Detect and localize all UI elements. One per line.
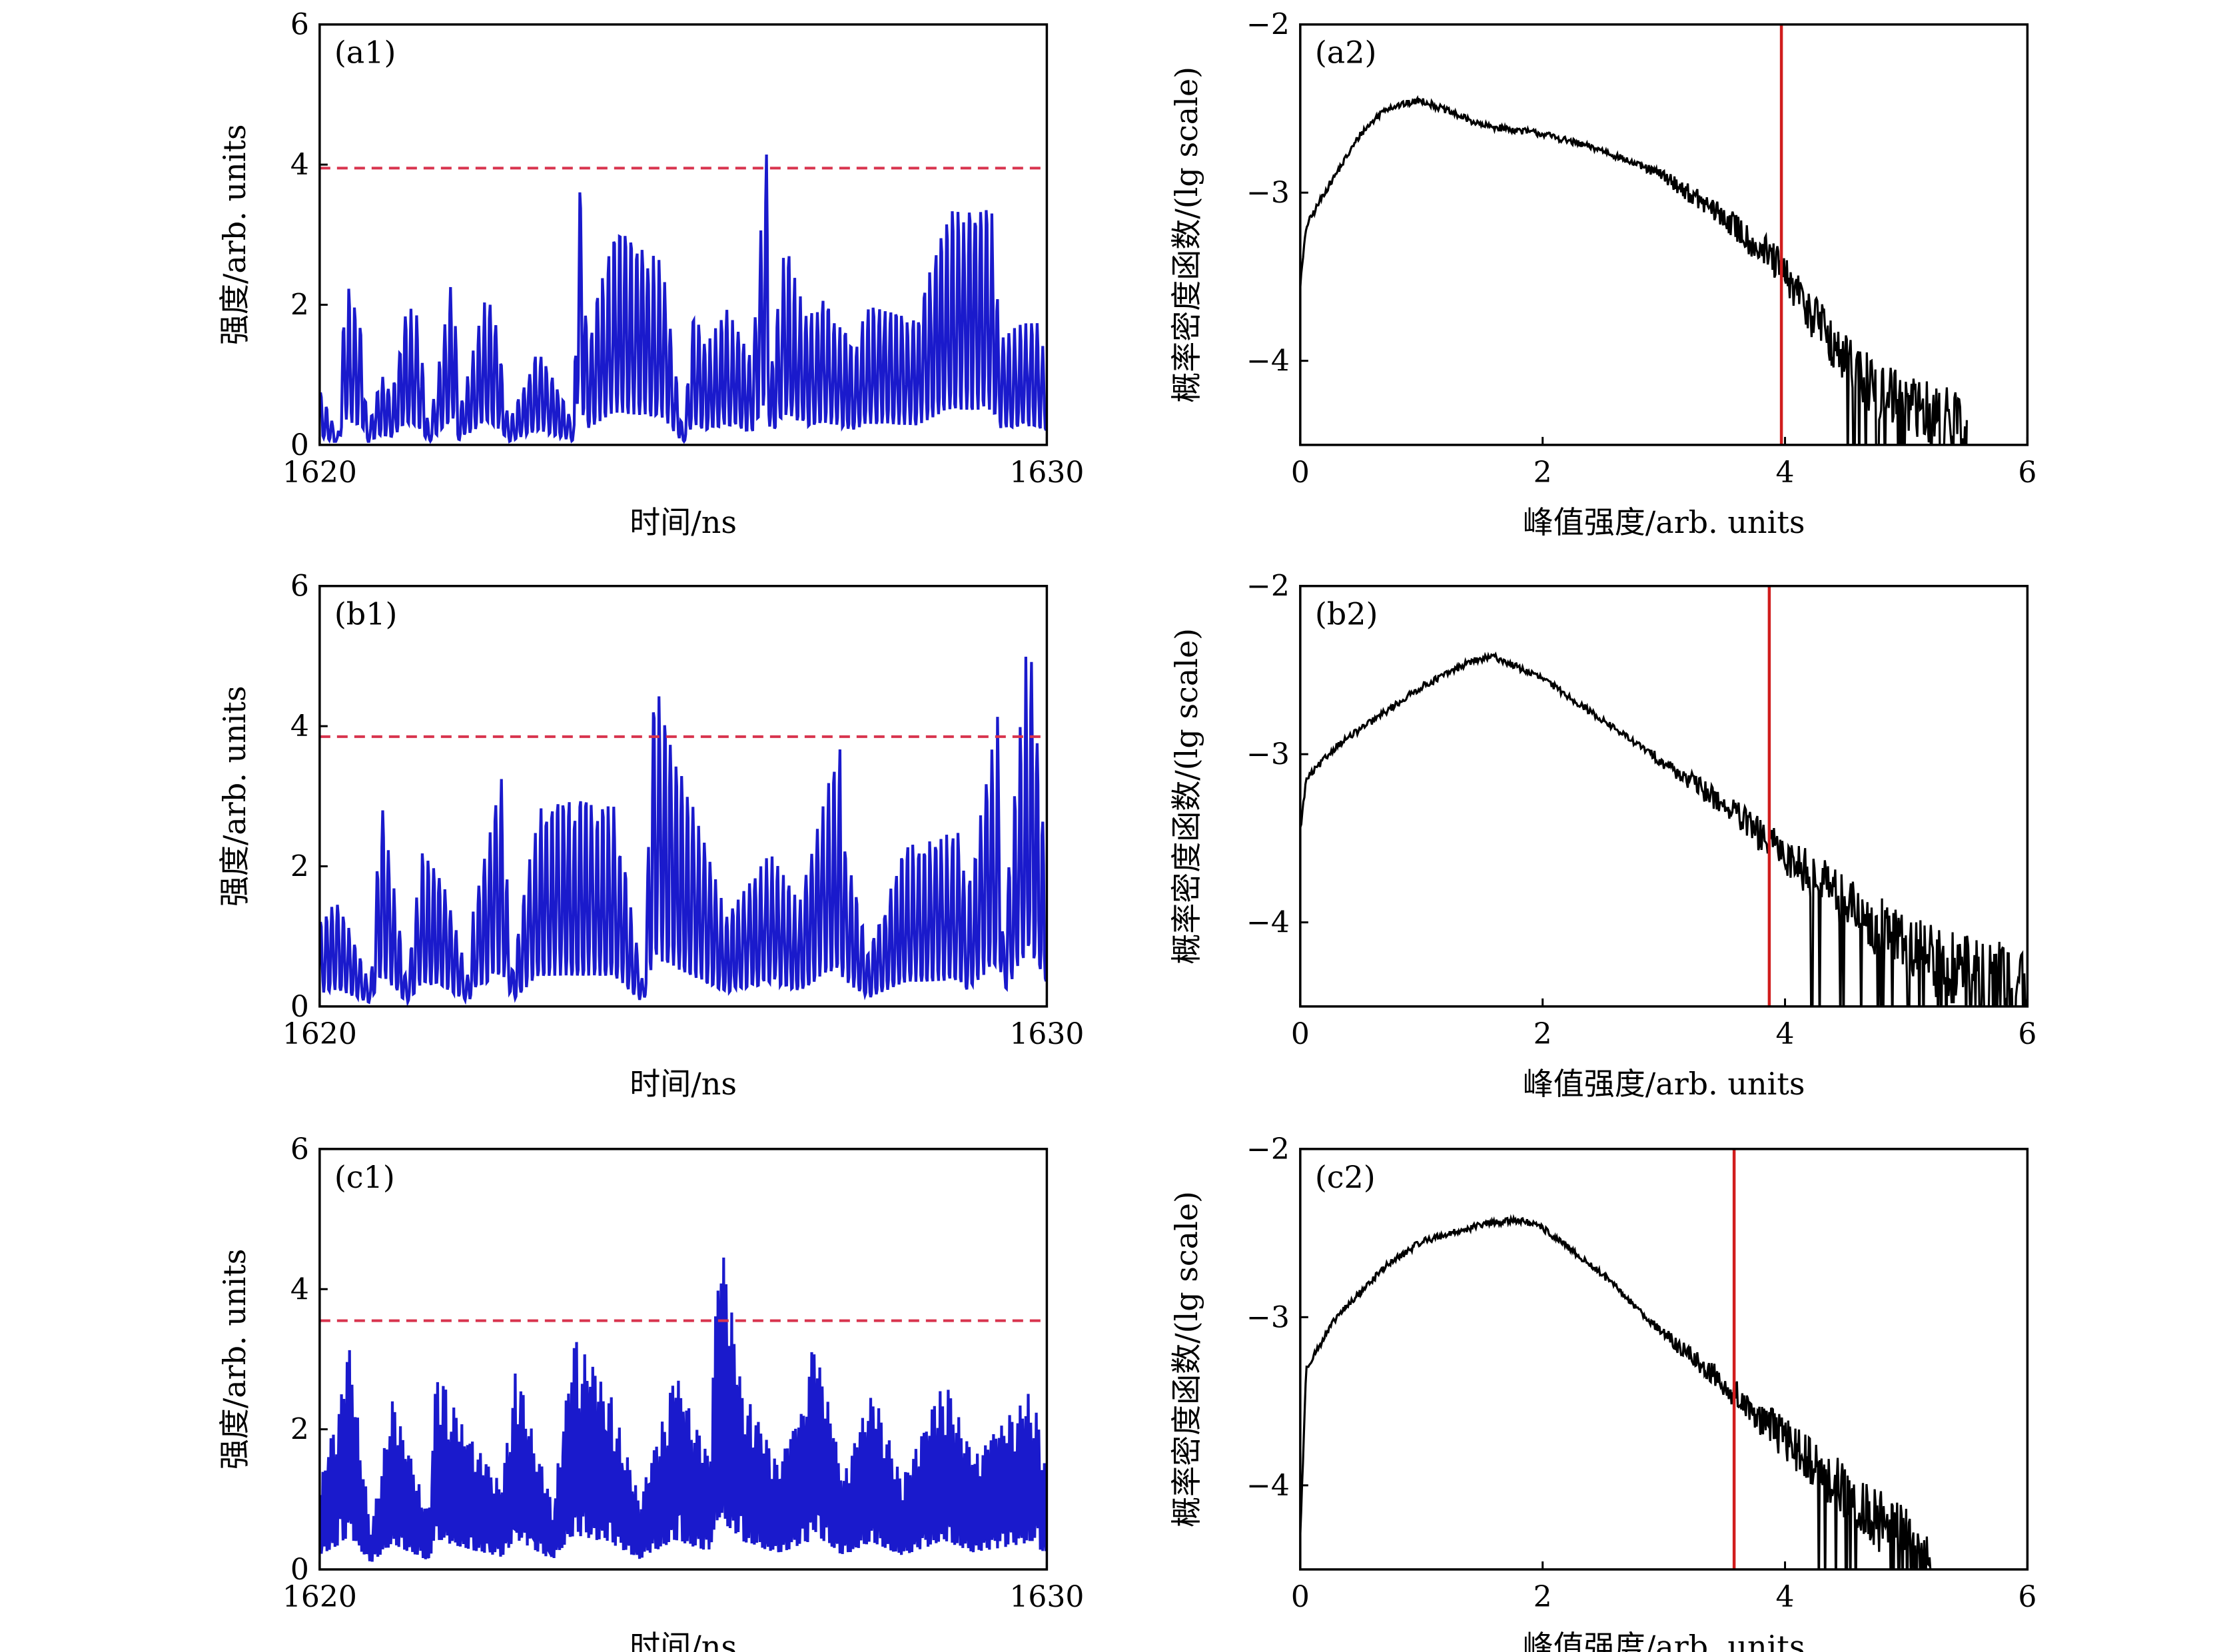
y-axis-label-5: 概率密度函数/(lg scale) (1168, 1191, 1204, 1527)
y-tick-label-4-0: 0 (290, 1553, 309, 1587)
x-tick-label-5-1: 2 (1534, 1580, 1552, 1614)
data-line-3 (1300, 651, 2028, 1007)
data-line-5 (1300, 1214, 1932, 1570)
panel-label-3: (b2) (1315, 596, 1378, 632)
x-axis-label-4: 时间/ns (630, 1629, 737, 1652)
x-tick-label-3-3: 6 (2018, 1017, 2036, 1051)
y-tick-label-0-0: 0 (290, 428, 309, 462)
y-tick-label-0-3: 6 (290, 8, 309, 42)
y-tick-label-1-2: −4 (1246, 344, 1290, 378)
panel-label-2: (b1) (334, 596, 398, 632)
chart-panel-2: 1620 1630 0 2 4 6 (b1) 时间/ns 强度/arb. units (217, 570, 1085, 1102)
y-axis-label-0: 强度/arb. units (217, 124, 252, 345)
x-tick-label-1-2: 4 (1776, 456, 1795, 490)
y-tick-label-1-0: −2 (1246, 8, 1290, 42)
x-tick-label-4-0: 1620 (282, 1580, 357, 1614)
y-tick-label-2-1: 2 (290, 850, 309, 884)
chart-panel-0: 1620 1630 0 2 4 6 (a1) 时间/ns 强度/arb. units (217, 8, 1085, 540)
y-tick-label-0-2: 4 (290, 148, 309, 182)
x-tick-label-0-0: 1620 (282, 456, 357, 490)
x-tick-label-2-0: 1620 (282, 1017, 357, 1051)
data-line-0 (319, 154, 1047, 444)
data-line-1 (1300, 95, 1968, 445)
axes-frame-1 (1299, 23, 2029, 446)
x-tick-label-5-3: 6 (2018, 1580, 2036, 1614)
x-tick-label-1-0: 0 (1291, 456, 1310, 490)
x-tick-label-4-1: 1630 (1009, 1580, 1084, 1614)
y-tick-label-2-0: 0 (290, 990, 309, 1024)
y-tick-label-0-1: 2 (290, 288, 309, 322)
x-tick-label-5-0: 0 (1291, 1580, 1310, 1614)
x-tick-label-1-3: 6 (2018, 456, 2036, 490)
x-axis-label-5: 峰值强度/arb. units (1523, 1629, 1805, 1652)
x-axis-label-1: 峰值强度/arb. units (1523, 504, 1805, 540)
panel-label-0: (a1) (334, 35, 396, 71)
y-tick-label-1-1: −3 (1246, 176, 1290, 210)
y-tick-label-5-0: −2 (1246, 1132, 1290, 1166)
y-tick-label-2-2: 4 (290, 709, 309, 743)
y-tick-label-3-0: −2 (1246, 570, 1290, 604)
x-tick-label-1-1: 2 (1534, 456, 1552, 490)
x-tick-label-3-0: 0 (1291, 1017, 1310, 1051)
y-axis-label-4: 强度/arb. units (217, 1249, 252, 1470)
y-tick-label-3-2: −4 (1246, 906, 1290, 940)
x-tick-label-3-1: 2 (1534, 1017, 1552, 1051)
chart-panel-4: 1620 1630 0 2 4 6 (c1) 时间/ns 强度/arb. units (217, 1132, 1085, 1652)
y-tick-label-2-3: 6 (290, 570, 309, 604)
y-axis-label-2: 强度/arb. units (217, 685, 252, 907)
x-tick-label-3-2: 4 (1776, 1017, 1795, 1051)
y-tick-label-5-1: −3 (1246, 1300, 1290, 1334)
x-axis-label-0: 时间/ns (630, 504, 737, 540)
y-tick-label-3-1: −3 (1246, 737, 1290, 771)
y-axis-label-3: 概率密度函数/(lg scale) (1168, 628, 1204, 965)
y-tick-label-4-2: 4 (290, 1272, 309, 1306)
x-axis-label-2: 时间/ns (630, 1066, 737, 1102)
panel-label-1: (a2) (1315, 35, 1377, 71)
chart-panel-5: 0 2 4 6 −2 −3 −4 (c2) 峰值强度/arb. units 概率密度函数/(lg … (1168, 1132, 2037, 1652)
y-tick-label-5-2: −4 (1246, 1469, 1290, 1503)
panel-label-4: (c1) (334, 1159, 395, 1195)
x-tick-label-2-1: 1630 (1009, 1017, 1084, 1051)
axes-frame-3 (1299, 584, 2029, 1008)
panel-label-5: (c2) (1315, 1159, 1376, 1195)
y-tick-label-4-3: 6 (290, 1132, 309, 1166)
data-line-2 (319, 656, 1047, 1007)
x-tick-label-0-1: 1630 (1009, 456, 1084, 490)
x-tick-label-5-2: 4 (1776, 1580, 1795, 1614)
chart-panel-3: 0 2 4 6 −2 −3 −4 (b2) 峰值强度/arb. units 概率密度函数/(lg … (1168, 570, 2037, 1102)
axes-frame-5 (1299, 1148, 2029, 1571)
axes-frame-2 (318, 584, 1049, 1008)
y-axis-label-1: 概率密度函数/(lg scale) (1168, 67, 1204, 403)
chart-panel-1: 0 2 4 6 −2 −3 −4 (a2) 峰值强度/arb. units 概率密度函数/(lg … (1168, 8, 2037, 540)
x-axis-label-3: 峰值强度/arb. units (1523, 1066, 1805, 1102)
axes-frame-0 (318, 23, 1049, 446)
data-line-4 (319, 1257, 1047, 1562)
y-tick-label-4-1: 2 (290, 1413, 309, 1447)
axes-frame-4 (318, 1148, 1049, 1571)
